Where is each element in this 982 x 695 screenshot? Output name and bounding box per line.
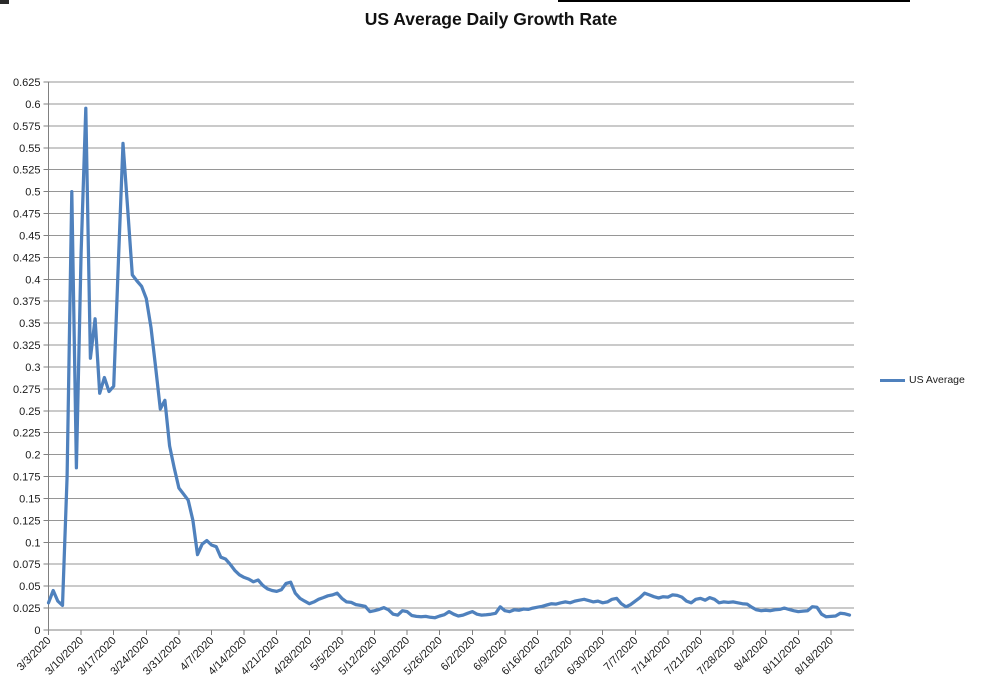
svg-text:0.5: 0.5 xyxy=(25,187,40,199)
svg-text:0.475: 0.475 xyxy=(13,209,41,221)
svg-text:0.35: 0.35 xyxy=(19,318,40,330)
svg-text:0.025: 0.025 xyxy=(13,603,41,615)
svg-text:0.45: 0.45 xyxy=(19,230,40,242)
screen-artifact-corner xyxy=(0,0,9,4)
svg-text:0.375: 0.375 xyxy=(13,296,41,308)
svg-text:0.575: 0.575 xyxy=(13,121,41,133)
svg-text:0: 0 xyxy=(34,625,40,637)
svg-text:0.225: 0.225 xyxy=(13,428,41,440)
svg-text:0.6: 0.6 xyxy=(25,99,40,111)
gridlines xyxy=(48,81,854,609)
legend-line-swatch xyxy=(880,378,905,382)
svg-text:0.175: 0.175 xyxy=(13,472,41,484)
svg-text:6/2/2020: 6/2/2020 xyxy=(439,635,478,674)
screen-artifact-top-line xyxy=(558,0,910,2)
svg-text:0.15: 0.15 xyxy=(19,493,40,505)
svg-text:0.625: 0.625 xyxy=(13,77,41,89)
svg-text:0.125: 0.125 xyxy=(13,515,41,527)
svg-text:0.4: 0.4 xyxy=(25,274,40,286)
svg-text:0.525: 0.525 xyxy=(13,165,41,177)
svg-text:0.325: 0.325 xyxy=(13,340,41,352)
legend: US Average xyxy=(880,374,965,386)
svg-text:0.1: 0.1 xyxy=(25,537,40,549)
svg-text:0.3: 0.3 xyxy=(25,362,40,374)
axis-lines xyxy=(43,81,854,635)
svg-text:0.2: 0.2 xyxy=(25,450,40,462)
svg-text:0.075: 0.075 xyxy=(13,559,41,571)
x-axis-tick-labels: 3/3/20203/10/20203/17/20203/24/20203/31/… xyxy=(15,635,836,678)
svg-text:0.425: 0.425 xyxy=(13,252,41,264)
chart-title: US Average Daily Growth Rate xyxy=(364,9,618,29)
y-axis-tick-labels: 0 0.025 0.05 0.075 0.1 0.125 0.15 0.175 0.2 0.225… xyxy=(13,77,41,637)
svg-text:0.05: 0.05 xyxy=(19,581,40,593)
svg-text:0.25: 0.25 xyxy=(19,406,40,418)
legend-label: US Average xyxy=(909,374,965,386)
svg-text:0.55: 0.55 xyxy=(19,143,40,155)
series-us-average-line xyxy=(46,106,852,620)
svg-text:0.275: 0.275 xyxy=(13,384,41,396)
